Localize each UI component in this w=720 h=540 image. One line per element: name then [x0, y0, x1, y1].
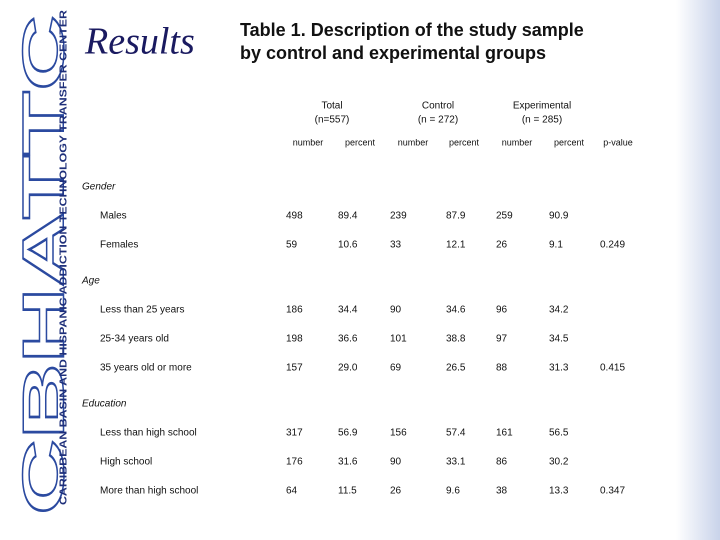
cell: 36.6 [338, 334, 358, 345]
subheader: percent [554, 137, 585, 147]
cell: 161 [496, 428, 513, 439]
heading: Results [84, 21, 195, 63]
cell: 34.4 [338, 305, 358, 316]
group-n: (n = 272) [418, 115, 458, 126]
cell: 259 [496, 211, 513, 222]
cell: 33.1 [446, 457, 466, 468]
subheader: number [293, 137, 324, 147]
subheader: percent [449, 137, 480, 147]
cell: 156 [390, 428, 407, 439]
cell: 38 [496, 486, 508, 497]
cell: 33 [390, 240, 402, 251]
cell: 198 [286, 334, 303, 345]
cell: 30.2 [549, 457, 569, 468]
cell: 96 [496, 305, 508, 316]
row-label: Less than 25 years [100, 305, 185, 316]
group-header: Experimental [513, 101, 571, 112]
row-label: Less than high school [100, 428, 197, 439]
subheader: number [502, 137, 533, 147]
cell: 9.6 [446, 486, 460, 497]
cell: 69 [390, 363, 402, 374]
side-strip [676, 0, 720, 540]
group-n: (n = 285) [522, 115, 562, 126]
cell: 26 [496, 240, 508, 251]
cell: 239 [390, 211, 407, 222]
subheader: number [398, 137, 429, 147]
cell: 186 [286, 305, 303, 316]
group-header: Total [321, 101, 342, 112]
cell: 64 [286, 486, 298, 497]
cell: 11.5 [338, 486, 357, 497]
subheader: percent [345, 137, 376, 147]
group-header: Control [422, 101, 454, 112]
cell: 26.5 [446, 363, 466, 374]
cell: 86 [496, 457, 508, 468]
row-label: Males [100, 211, 127, 222]
row-label: More than high school [100, 486, 198, 497]
title-line: by control and experimental groups [240, 43, 546, 63]
section-title: Gender [82, 182, 116, 193]
table: Total (n=557) Control (n = 272) Experimental… [81, 101, 633, 497]
cell: 87.9 [446, 211, 466, 222]
cell: 34.5 [549, 334, 569, 345]
row-label: 35 years old or more [100, 363, 192, 374]
cell: 34.6 [446, 305, 466, 316]
p-value: 0.415 [600, 363, 625, 374]
subheader: p-value [603, 137, 633, 147]
cell: 29.0 [338, 363, 358, 374]
cell: 10.6 [338, 240, 358, 251]
cell: 101 [390, 334, 407, 345]
cell: 34.2 [549, 305, 569, 316]
cell: 59 [286, 240, 298, 251]
organization-name: CARIBBEAN BASIN AND HISPANIC ADDICTION T… [59, 9, 70, 505]
cell: 90 [390, 457, 402, 468]
cell: 88 [496, 363, 508, 374]
cell: 90.9 [549, 211, 569, 222]
cell: 176 [286, 457, 303, 468]
cell: 56.9 [338, 428, 358, 439]
p-value: 0.249 [600, 240, 625, 251]
p-value: 0.347 [600, 486, 625, 497]
cell: 157 [286, 363, 303, 374]
logo: CBHATTC [11, 15, 76, 515]
cell: 38.8 [446, 334, 466, 345]
cell: 57.4 [446, 428, 466, 439]
title-line: Table 1. Description of the study sample [240, 20, 584, 40]
cell: 12.1 [446, 240, 466, 251]
cell: 9.1 [549, 240, 563, 251]
cell: 97 [496, 334, 508, 345]
row-label: High school [100, 457, 152, 468]
cell: 31.6 [338, 457, 358, 468]
cell: 498 [286, 211, 303, 222]
row-label: 25-34 years old [100, 334, 169, 345]
row-label: Females [100, 240, 138, 251]
cell: 90 [390, 305, 402, 316]
section-title: Age [81, 276, 100, 287]
cell: 31.3 [549, 363, 569, 374]
cell: 26 [390, 486, 402, 497]
cell: 13.3 [549, 486, 569, 497]
cell: 89.4 [338, 211, 358, 222]
cell: 56.5 [549, 428, 569, 439]
group-n: (n=557) [315, 115, 350, 126]
cell: 317 [286, 428, 303, 439]
section-title: Education [82, 399, 127, 410]
